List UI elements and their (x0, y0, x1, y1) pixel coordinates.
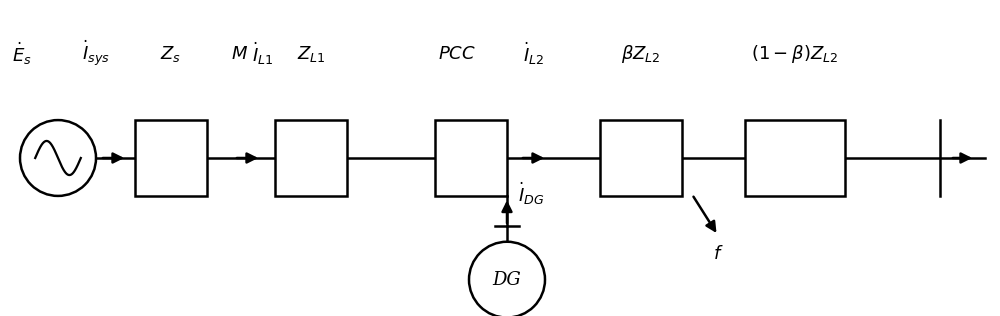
Text: $\dot{I}_{DG}$: $\dot{I}_{DG}$ (518, 181, 544, 208)
Text: $\beta Z_{L2}$: $\beta Z_{L2}$ (621, 43, 661, 65)
Bar (275, 120, 347, 196)
Text: $Z_s$: $Z_s$ (160, 44, 182, 64)
Bar (435, 120, 507, 196)
Text: $\dot{E}_s$: $\dot{E}_s$ (12, 40, 32, 67)
Text: DG: DG (493, 271, 521, 289)
Ellipse shape (20, 120, 96, 196)
Bar (435, 120, 507, 196)
Text: $PCC$: $PCC$ (438, 45, 476, 63)
Bar (275, 120, 347, 196)
Text: $\dot{I}_{sys}$: $\dot{I}_{sys}$ (82, 39, 110, 69)
Bar (745, 120, 845, 196)
Bar (745, 120, 845, 196)
Bar (135, 120, 207, 196)
Bar (600, 120, 682, 196)
Bar (600, 120, 682, 196)
Text: $\dot{I}_{L2}$: $\dot{I}_{L2}$ (523, 40, 544, 67)
Text: $\dot{I}_{L1}$: $\dot{I}_{L1}$ (252, 40, 273, 67)
Text: $(1-\beta)Z_{L2}$: $(1-\beta)Z_{L2}$ (751, 43, 839, 65)
Ellipse shape (469, 242, 545, 316)
Bar (135, 120, 207, 196)
Text: $M$: $M$ (231, 45, 248, 63)
Text: $f$: $f$ (713, 246, 723, 263)
Text: $Z_{L1}$: $Z_{L1}$ (297, 44, 325, 64)
